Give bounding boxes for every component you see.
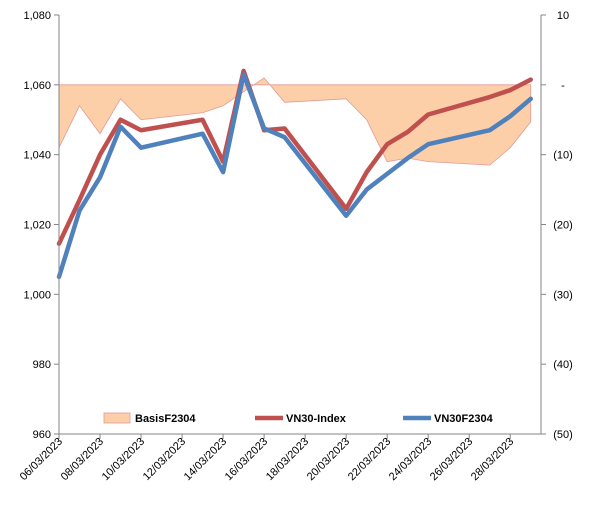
- legend-label-basisf2304: BasisF2304: [135, 413, 196, 425]
- y-right-tick-label: -: [561, 80, 565, 92]
- area-layer: [58, 77, 532, 166]
- y-right-tick-label: (20): [553, 220, 573, 232]
- x-tick-label: 12/03/2023: [141, 436, 188, 483]
- y-left-tick-label: 1,000: [23, 289, 51, 301]
- x-tick-label: 28/03/2023: [469, 436, 516, 483]
- legend-swatch-basisf2304: [103, 412, 131, 424]
- y-left-tick-label: 1,080: [23, 10, 51, 22]
- series-vn30f2304-line: [56, 72, 533, 280]
- x-tick-label: 16/03/2023: [223, 436, 270, 483]
- x-tick-label: 24/03/2023: [387, 436, 434, 483]
- x-tick-label: 20/03/2023: [305, 436, 352, 483]
- x-tick-label: 18/03/2023: [264, 436, 311, 483]
- y-right-tick-label: (50): [553, 429, 573, 441]
- y-left-tick-label: 1,040: [23, 150, 51, 162]
- line-layer: [56, 68, 533, 280]
- x-tick-label: 22/03/2023: [346, 436, 393, 483]
- y-left-tick-label: 980: [33, 359, 51, 371]
- y-right-tick-label: (30): [553, 289, 573, 301]
- y-right-tick-label: (10): [553, 150, 573, 162]
- y-left-tick-label: 1,020: [23, 220, 51, 232]
- y-left-tick-label: 960: [33, 429, 51, 441]
- x-tick-label: 26/03/2023: [428, 436, 475, 483]
- x-tick-label: 14/03/2023: [182, 436, 229, 483]
- y-left-tick-label: 1,060: [23, 80, 51, 92]
- legend: BasisF2304 VN30-Index VN30F2304: [103, 412, 494, 425]
- y-right-tick-label: (40): [553, 359, 573, 371]
- series-vn30-index-line: [56, 68, 533, 246]
- x-tick-label: 06/03/2023: [18, 436, 65, 483]
- legend-label-vn30f2304: VN30F2304: [434, 413, 494, 425]
- legend-label-vn30-index: VN30-Index: [286, 413, 347, 425]
- plot-area: [56, 68, 533, 280]
- x-tick-label: 08/03/2023: [59, 436, 106, 483]
- x-tick-label: 10/03/2023: [100, 436, 147, 483]
- y-right-tick-label: 10: [557, 10, 569, 22]
- series-basisf2304-area: [58, 77, 532, 166]
